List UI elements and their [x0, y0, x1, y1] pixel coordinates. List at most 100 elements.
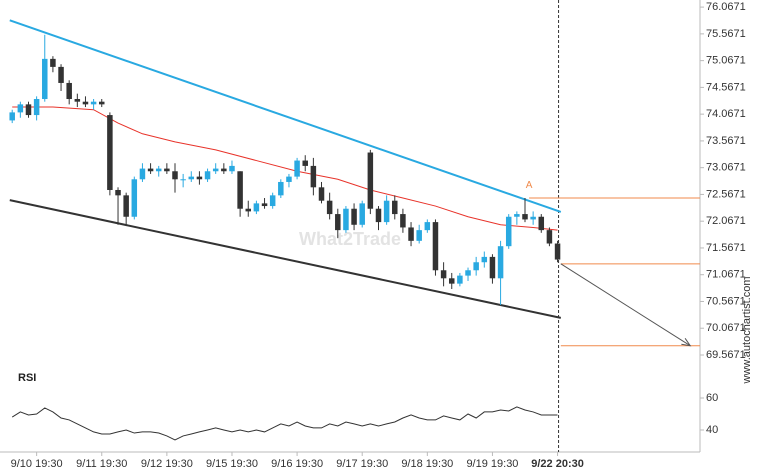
x-tick-label: 9/16 19:30	[271, 458, 323, 470]
candle-body	[375, 208, 382, 223]
forecast-arrow	[560, 263, 691, 347]
rsi-line	[11, 406, 558, 441]
x-tick-label: 9/12 19:30	[141, 458, 193, 470]
watermark: What2Trade	[299, 229, 401, 249]
side-text: www.autochartist.com	[741, 277, 753, 385]
y-tick-label: 76.0671	[706, 1, 746, 13]
candle-body	[123, 195, 129, 217]
candle-body	[172, 171, 178, 180]
candle-body	[98, 101, 105, 105]
candle-body	[294, 160, 300, 177]
candle-body	[302, 160, 308, 166]
candle-body	[131, 179, 138, 217]
y-tick-label: 70.5671	[706, 295, 746, 307]
candle-body	[489, 256, 496, 279]
candle-body	[351, 208, 357, 225]
candle-body	[9, 112, 15, 121]
candle-body	[188, 176, 195, 180]
x-tick-label: 9/19 19:30	[466, 458, 518, 470]
candle-body	[42, 58, 48, 100]
y-tick-label: 75.5671	[706, 28, 746, 40]
candle-body	[318, 187, 325, 201]
candle-body	[58, 66, 64, 83]
candle-body	[237, 171, 243, 209]
arrow-head	[681, 338, 692, 347]
candle-body	[164, 168, 170, 172]
candle-body	[90, 101, 97, 105]
candle-body	[33, 99, 40, 116]
candle-body	[74, 99, 81, 102]
candle-body	[392, 200, 398, 215]
candle-body	[530, 216, 536, 220]
candle-body	[554, 243, 561, 260]
candle-body	[245, 208, 252, 212]
trend-line	[9, 19, 562, 213]
candle-body	[196, 176, 203, 180]
x-tick-label: 9/18 19:30	[401, 458, 453, 470]
candle-body	[383, 200, 390, 223]
candle-body	[66, 82, 72, 100]
candle-body	[440, 270, 447, 279]
candle-body	[432, 222, 439, 271]
candle-body	[538, 216, 545, 231]
y-tick-label: 72.0671	[706, 215, 746, 227]
candle-body	[253, 203, 260, 212]
y-tick-label: 69.5671	[706, 349, 746, 361]
candle-body	[424, 222, 431, 231]
candle-body	[400, 214, 406, 228]
candle-body	[505, 216, 512, 247]
y-tick-label: 72.5671	[706, 188, 746, 200]
y-tick-label: 73.0671	[706, 162, 746, 174]
candle-body	[497, 246, 504, 279]
annotation: A	[526, 180, 533, 191]
y-tick-label: 74.5671	[706, 81, 746, 93]
candle-body	[408, 227, 414, 241]
y-tick-label: 73.5671	[706, 135, 746, 147]
candle-body	[326, 200, 333, 215]
candle-body	[269, 195, 276, 207]
candle-body	[180, 179, 186, 181]
candle-body	[465, 270, 471, 276]
candle-body	[514, 214, 520, 217]
candle-body	[522, 214, 528, 220]
candle-body	[367, 152, 374, 209]
candle-body	[229, 165, 235, 172]
candle-body	[212, 168, 219, 172]
candle-body	[107, 115, 113, 190]
candle-body	[546, 230, 553, 244]
candle-body	[278, 181, 284, 196]
y-tick-label: 75.0671	[706, 55, 746, 67]
candle-body	[221, 168, 227, 172]
candle-body	[343, 208, 349, 231]
moving-average	[12, 106, 558, 231]
candle-body	[310, 165, 317, 188]
rsi-tick-label: 40	[706, 424, 718, 436]
candle-body	[473, 262, 479, 271]
candle-body	[115, 189, 121, 196]
y-tick-label: 74.0671	[706, 108, 746, 120]
candle-body	[204, 171, 211, 180]
trend-line	[9, 199, 562, 319]
y-tick-label: 70.0671	[706, 322, 746, 334]
candle-body	[286, 176, 292, 182]
candle-body	[359, 203, 365, 225]
x-tick-label: 9/22 20:30	[531, 458, 584, 470]
candle-body	[261, 203, 268, 207]
candle-body	[147, 168, 154, 172]
y-tick-label: 71.5671	[706, 242, 746, 254]
x-tick-label: 9/15 19:30	[206, 458, 258, 470]
candle-body	[481, 256, 488, 263]
candle-body	[448, 278, 455, 284]
candle-body	[155, 168, 162, 172]
candle-body	[50, 58, 56, 67]
candle-body	[416, 230, 422, 241]
x-tick-label: 9/10 19:30	[11, 458, 63, 470]
x-tick-label: 9/17 19:30	[336, 458, 388, 470]
candle-body	[335, 214, 341, 231]
candle-body	[25, 104, 32, 116]
y-tick-label: 71.0671	[706, 269, 746, 281]
candle-body	[457, 275, 463, 284]
candle-body	[17, 104, 24, 113]
x-tick-label: 9/11 19:30	[76, 458, 127, 470]
